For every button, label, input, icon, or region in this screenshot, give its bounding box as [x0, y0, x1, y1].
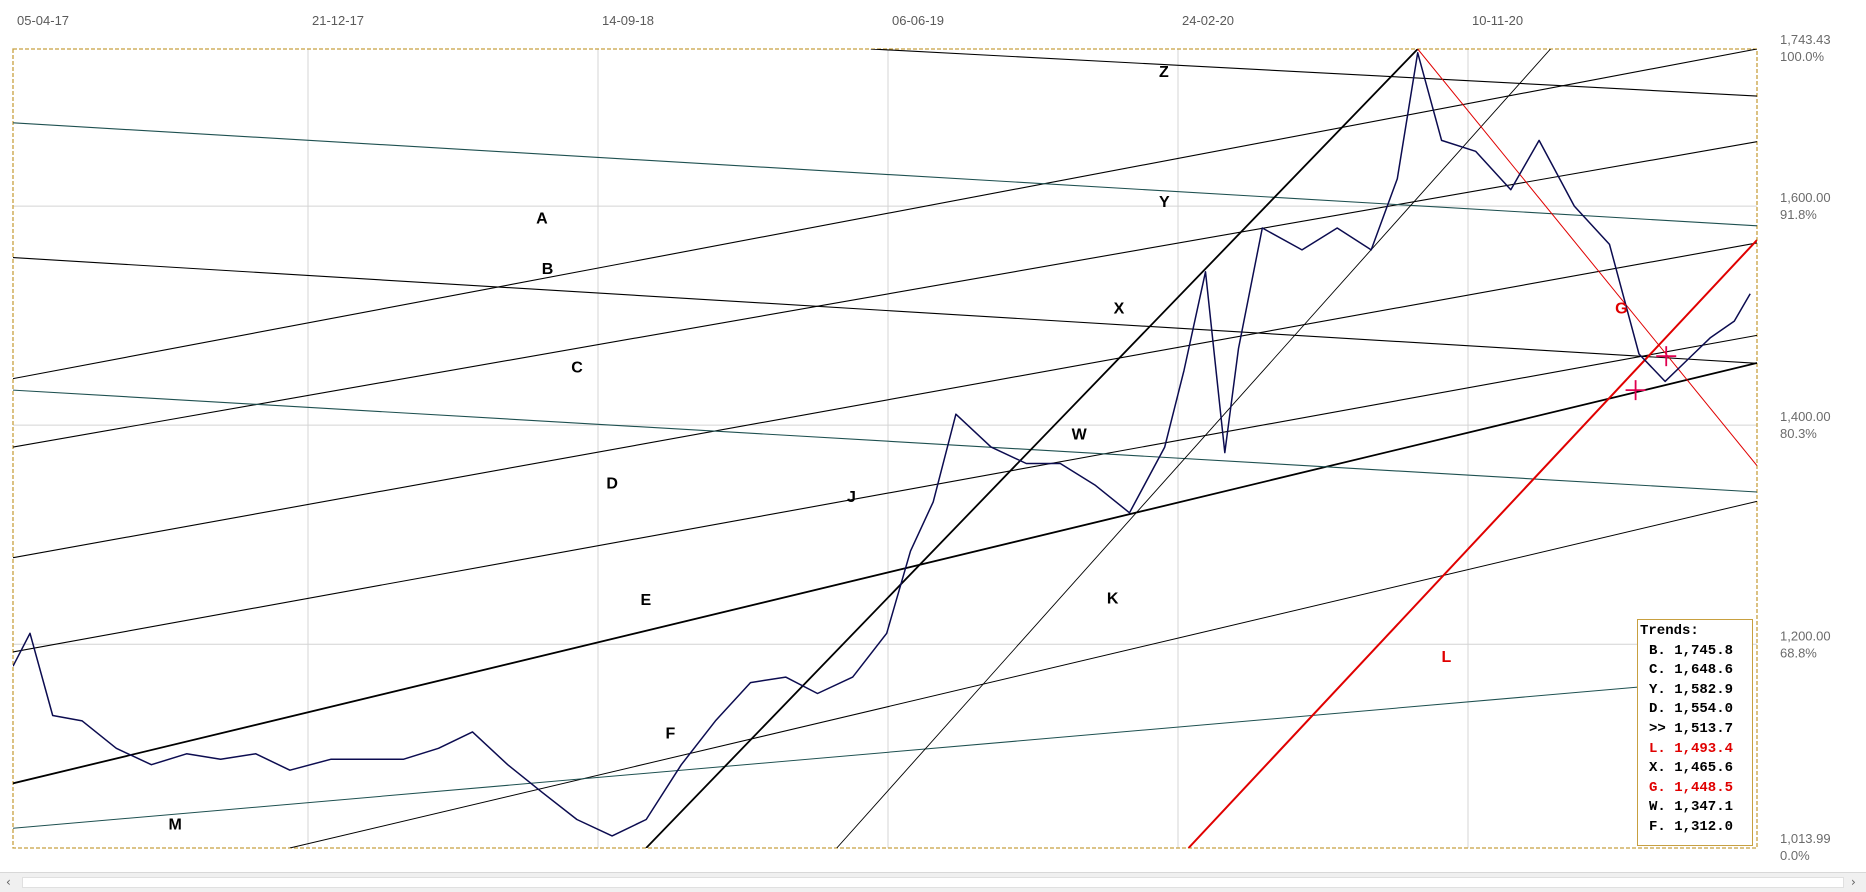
trendlines-group — [13, 49, 1757, 848]
chart: 05-04-17 21-12-17 14-09-18 06-06-19 24-02-20… — [12, 13, 1831, 863]
trendline-label-j: J — [847, 489, 856, 506]
y-tick-percent-label: 68.8% — [1780, 645, 1817, 660]
scrollbar-thumb[interactable] — [22, 877, 1844, 888]
trendline-g — [1417, 49, 1757, 467]
trendline-label-w: W — [1072, 426, 1088, 443]
trends-legend-row: C. 1,648.6 — [1649, 662, 1734, 679]
date-tick-label: 06-06-19 — [892, 13, 944, 28]
trendline-j — [645, 49, 1419, 848]
y-tick-percent-label: 91.8% — [1780, 207, 1817, 222]
trends-legend-row: Y. 1,582.9 — [1649, 681, 1734, 698]
date-tick-label: 05-04-17 — [17, 13, 69, 28]
trendline-b — [13, 141, 1757, 448]
trendline-label-d: D — [606, 476, 618, 493]
trends-legend-row: L. 1,493.4 — [1649, 740, 1734, 757]
date-tick-label: 21-12-17 — [312, 13, 364, 28]
trends-legend-row: X. 1,465.6 — [1649, 760, 1734, 777]
trendline-l — [1187, 239, 1757, 848]
trends-legend-row: W. 1,347.1 — [1649, 799, 1734, 816]
y-tick-value-label: 1,743.43 — [1780, 32, 1831, 47]
trendline-label-c: C — [571, 360, 583, 377]
trendline-label-b: B — [542, 261, 554, 278]
trendline-label-f: F — [665, 725, 675, 742]
trendline-label-a: A — [536, 211, 548, 228]
trendline-label-l: L — [1442, 649, 1452, 666]
trendline-d — [13, 334, 1757, 653]
trends-legend-row: D. 1,554.0 — [1649, 701, 1734, 718]
trendline-label-e: E — [640, 592, 651, 609]
trendline-label-k: K — [1107, 591, 1119, 608]
trendline-label-x: X — [1114, 300, 1125, 317]
trends-legend-title: Trends: — [1640, 623, 1699, 639]
scroll-right-arrow-icon[interactable]: › — [1851, 875, 1856, 889]
y-tick-value-label: 1,200.00 — [1780, 628, 1831, 643]
y-tick-value-label: 1,400.00 — [1780, 409, 1831, 424]
y-tick-percent-label: 100.0% — [1780, 49, 1825, 64]
plot-frame — [12, 48, 1758, 849]
trendline-label-m: M — [168, 816, 181, 833]
trendline-k — [836, 49, 1551, 848]
price-series-line — [13, 52, 1751, 837]
trendline-label-z: Z — [1159, 64, 1169, 81]
trends-legend-row: F. 1,312.0 — [1649, 818, 1734, 835]
trendline-w — [13, 389, 1757, 493]
trendline-f — [289, 500, 1757, 848]
date-tick-label: 10-11-20 — [1472, 13, 1523, 28]
y-tick-percent-label: 80.3% — [1780, 426, 1817, 441]
trendline-e — [13, 362, 1757, 785]
y-tick-percent-label: 0.0% — [1780, 848, 1810, 863]
trendline-c — [13, 242, 1757, 559]
date-tick-label: 24-02-20 — [1182, 13, 1234, 28]
trendline-m — [13, 678, 1735, 829]
horizontal-scrollbar[interactable]: ‹ › — [0, 872, 1866, 892]
trends-legend-row: B. 1,745.8 — [1649, 642, 1734, 659]
scroll-left-arrow-icon[interactable]: ‹ — [6, 875, 11, 889]
trendline-z — [870, 49, 1757, 97]
trendline-y — [13, 122, 1757, 227]
trends-legend-row: G. 1,448.5 — [1649, 779, 1734, 796]
trends-legend: Trends: B. 1,745.8 C. 1,648.6 Y. 1,582.9 D.… — [1637, 619, 1753, 846]
y-tick-value-label: 1,600.00 — [1780, 190, 1831, 205]
date-tick-label: 14-09-18 — [602, 13, 654, 28]
y-tick-value-label: 1,013.99 — [1780, 831, 1831, 846]
trendline-x — [13, 257, 1757, 364]
trendline-label-g: G — [1615, 300, 1627, 317]
trendline-label-y: Y — [1159, 194, 1170, 211]
trendline-a — [13, 49, 1757, 380]
trends-legend-row: >> 1,513.7 — [1649, 720, 1734, 737]
